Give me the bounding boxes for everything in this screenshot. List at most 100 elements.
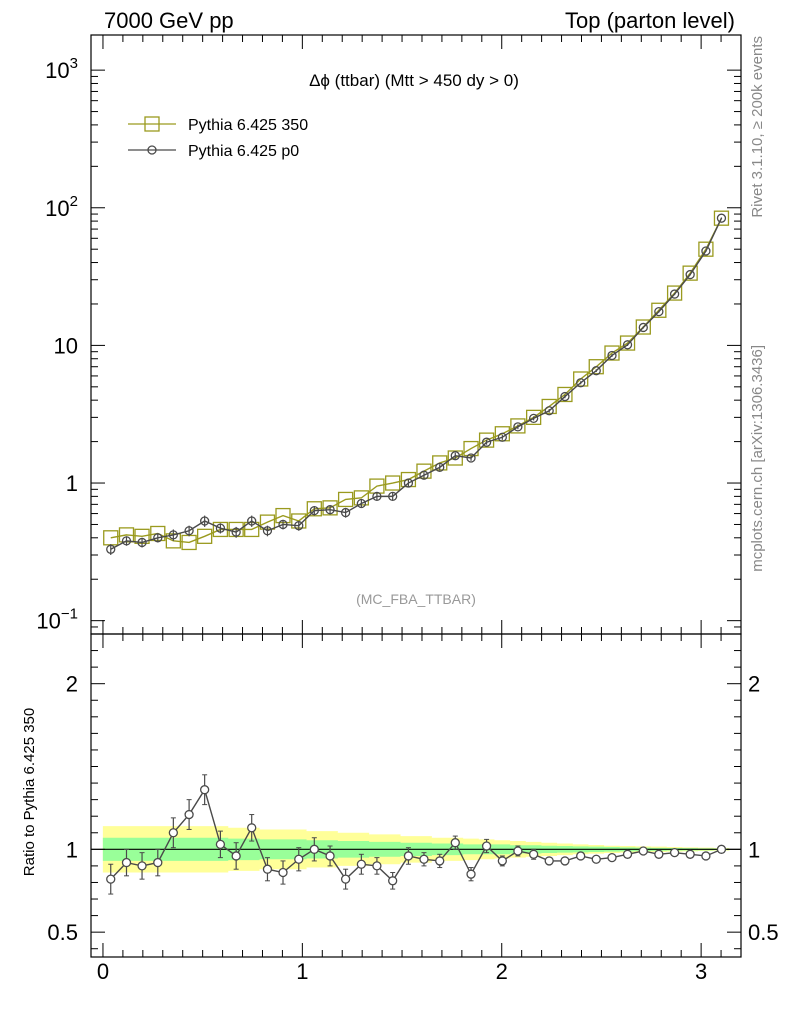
ratio-data-point [137, 861, 147, 871]
data-point-square [588, 359, 604, 375]
main-y-tick-label: 1 [66, 471, 78, 496]
main-y-tick-label: 102 [45, 193, 78, 221]
data-point-circle [200, 516, 210, 526]
data-point-square [197, 528, 213, 544]
ratio-y-tick-label-right: 2 [748, 672, 760, 697]
data-point-circle [184, 526, 194, 536]
plot-title: Δϕ (ttbar) (Mtt > 450 dy > 0) [309, 71, 519, 90]
data-point-circle [419, 470, 429, 480]
data-point-square [619, 335, 636, 351]
data-point-square [713, 210, 730, 226]
data-point-square [541, 398, 557, 415]
ratio-data-point [372, 861, 382, 871]
data-point-circle [388, 491, 398, 502]
ratio-y-tick-label: 2 [66, 672, 78, 697]
x-tick-label: 2 [496, 959, 508, 984]
ratio-y-tick-label: 0.5 [47, 920, 78, 945]
ratio-data-point [388, 876, 398, 886]
main-y-tick-label: 10 [54, 333, 78, 358]
legend: Pythia 6.425 350 Pythia 6.425 p0 [128, 116, 308, 160]
data-point-square [510, 418, 526, 434]
ratio-data-point [591, 854, 601, 864]
ratio-data-point [340, 874, 351, 884]
ratio-data-point [247, 823, 257, 833]
data-point-circle [481, 437, 492, 447]
data-point-square [306, 501, 322, 517]
legend-entry-pythia-p0: Pythia 6.425 p0 [128, 143, 299, 160]
data-point-circle [497, 432, 507, 442]
legend-label-pythia-p0: Pythia 6.425 p0 [188, 143, 299, 160]
ratio-series-line [110, 788, 722, 882]
data-point-square [651, 302, 667, 318]
ratio-data-point [262, 864, 273, 874]
data-point-circle [701, 246, 711, 256]
data-point-square [557, 386, 573, 403]
data-point-circle [294, 521, 304, 531]
x-tick-label: 0 [97, 959, 109, 984]
ratio-data-point [669, 847, 680, 858]
main-y-tick-label: 103 [45, 55, 78, 83]
data-point-circle [278, 519, 288, 530]
ratio-data-point [231, 851, 241, 861]
data-point-square [322, 500, 338, 516]
analysis-annotation: (MC_FBA_TTBAR) [356, 591, 476, 607]
data-point-square [666, 285, 683, 301]
data-point-circle [607, 350, 617, 361]
ratio-data-point [121, 857, 132, 868]
data-point-circle [215, 523, 226, 533]
ratio-data-point [403, 851, 414, 861]
data-point-circle [372, 491, 382, 502]
main-plot-panel: 10−1 1 10 102 103 Δϕ (ttbar) (Mtt > 450 dy >… [36, 34, 742, 635]
data-point-circle [560, 391, 570, 402]
ratio-data-point [309, 844, 319, 854]
ratio-data-point [278, 867, 288, 878]
ratio-data-point [701, 851, 711, 861]
data-point-circle [340, 507, 351, 518]
ratio-data-point [497, 856, 507, 866]
ratio-data-point [215, 839, 226, 850]
data-point-circle [403, 478, 414, 488]
data-point-circle [121, 536, 132, 546]
data-point-circle [669, 289, 680, 299]
data-point-circle [309, 505, 319, 516]
data-point-square [698, 241, 714, 257]
data-point-circle [168, 530, 178, 540]
data-point-circle [450, 451, 460, 461]
data-point-circle [591, 366, 601, 376]
data-point-square [525, 409, 542, 426]
ratio-data-point [654, 849, 664, 859]
ratio-data-point [419, 854, 429, 864]
data-point-circle [544, 406, 554, 416]
legend-label-pythia-350: Pythia 6.425 350 [188, 117, 308, 134]
ratio-plot-frame [90, 633, 742, 958]
data-point-circle [466, 453, 476, 463]
ratio-plot-panel: 0.5 0.5 1 1 2 2 0 1 2 3 Ratio to Pythia 6.425 350 [21, 633, 779, 984]
ratio-data-point [294, 854, 304, 864]
data-point-circle [513, 422, 523, 432]
data-point-circle [106, 544, 116, 554]
ratio-data-point [184, 809, 194, 820]
series-line-pythia-350 [110, 217, 723, 544]
ratio-data-point [528, 849, 539, 859]
data-point-circle [685, 269, 695, 280]
ratio-data-point [153, 857, 163, 868]
ratio-data-point [106, 874, 116, 884]
data-point-square [385, 475, 401, 491]
ratio-data-point [466, 869, 476, 879]
ratio-y-tick-label-right: 0.5 [748, 920, 779, 945]
data-point-circle [638, 322, 648, 333]
data-point-circle [356, 498, 367, 509]
rivet-label: Rivet 3.1.10, ≥ 200k events [749, 36, 766, 218]
ratio-data-point [481, 841, 492, 851]
data-point-square [337, 491, 354, 508]
ratio-y-tick-label-right: 1 [748, 837, 760, 862]
data-point-square [682, 265, 698, 281]
data-point-square [447, 450, 463, 466]
x-tick-label: 3 [695, 959, 707, 984]
data-point-circle [137, 537, 147, 548]
ratio-data-point [576, 851, 586, 861]
data-point-circle [231, 527, 241, 537]
data-point-circle [716, 213, 727, 223]
legend-entry-pythia-350: Pythia 6.425 350 [128, 116, 308, 134]
